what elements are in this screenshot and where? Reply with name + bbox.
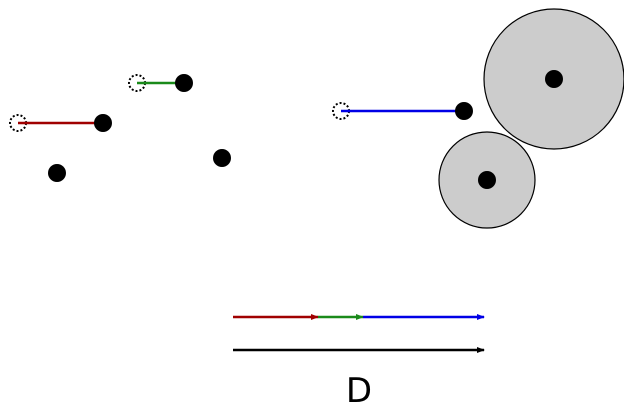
- static-point-left: [48, 164, 66, 182]
- moved-point-blue: [455, 102, 473, 120]
- moved-point-green: [175, 74, 193, 92]
- moved-point-red: [94, 114, 112, 132]
- obstacle-center-point-small: [478, 171, 496, 189]
- obstacle-center-point-large: [545, 70, 563, 88]
- static-point-middle: [213, 149, 231, 167]
- total-displacement-label: D: [346, 371, 372, 405]
